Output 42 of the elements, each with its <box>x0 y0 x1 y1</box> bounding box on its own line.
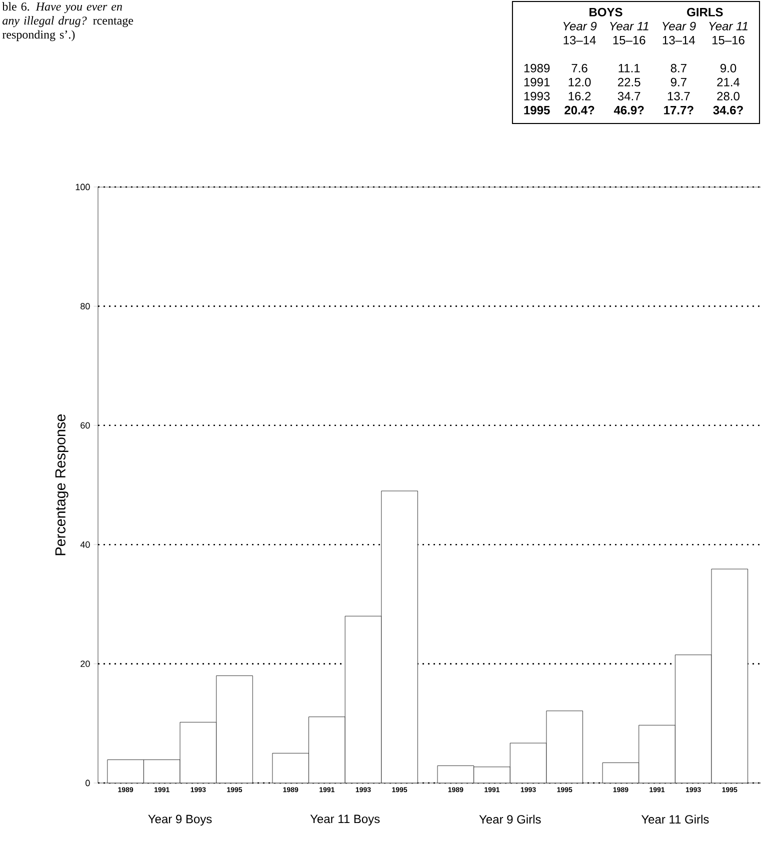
y-axis-title: Percentage Response <box>55 414 68 556</box>
text: Year 9 <box>563 22 597 30</box>
x-tick-label: Year 11 Boys <box>310 814 380 826</box>
text: 1989 <box>524 64 550 72</box>
text: 1995 <box>524 106 550 114</box>
text: 16.2 <box>568 92 591 100</box>
text: Year 11 <box>610 22 648 30</box>
y-tick-label: 0 <box>86 780 90 786</box>
text: 13.7 <box>668 92 690 100</box>
text: 9.0 <box>720 64 736 72</box>
text: 46.9? <box>614 106 644 114</box>
text: 9.7 <box>670 78 686 86</box>
text: GIRLS <box>687 8 723 16</box>
y-tick-label: 60 <box>80 422 90 429</box>
text: 8.7 <box>670 64 686 72</box>
chart-title: ble 6. Have you ever en any illegal drug? rcentage responding s’.) <box>2 2 134 42</box>
text: 28.0 <box>717 92 740 100</box>
text: Year 9 <box>662 22 696 30</box>
text: 20.4? <box>564 106 594 114</box>
text: 1993 <box>524 92 550 100</box>
text: 1991 <box>524 78 550 86</box>
x-tick-label: Year 11 Girls <box>641 814 709 824</box>
text: 13–14 <box>564 36 596 44</box>
text: Year 11 <box>709 22 748 30</box>
text: 7.6 <box>572 64 588 72</box>
text: 21.4 <box>717 78 740 86</box>
text: 13–14 <box>662 36 696 44</box>
x-tick-label: Year 9 Girls <box>479 814 541 824</box>
y-tick-label: 80 <box>80 303 90 310</box>
text: 17.7? <box>664 106 694 114</box>
text: BOYS <box>590 8 622 16</box>
y-tick-label: 20 <box>80 660 90 667</box>
text: 22.5 <box>618 78 640 86</box>
text: 11.1 <box>618 64 640 72</box>
text: 34.6? <box>713 106 743 114</box>
text: 15–16 <box>613 36 646 44</box>
text: 34.7 <box>618 92 640 100</box>
y-tick-label: 100 <box>76 184 90 190</box>
x-tick-label: Year 9 Boys <box>148 814 212 826</box>
text: 12.0 <box>568 78 591 86</box>
text: 15–16 <box>712 36 744 44</box>
y-tick-label: 40 <box>80 541 90 548</box>
